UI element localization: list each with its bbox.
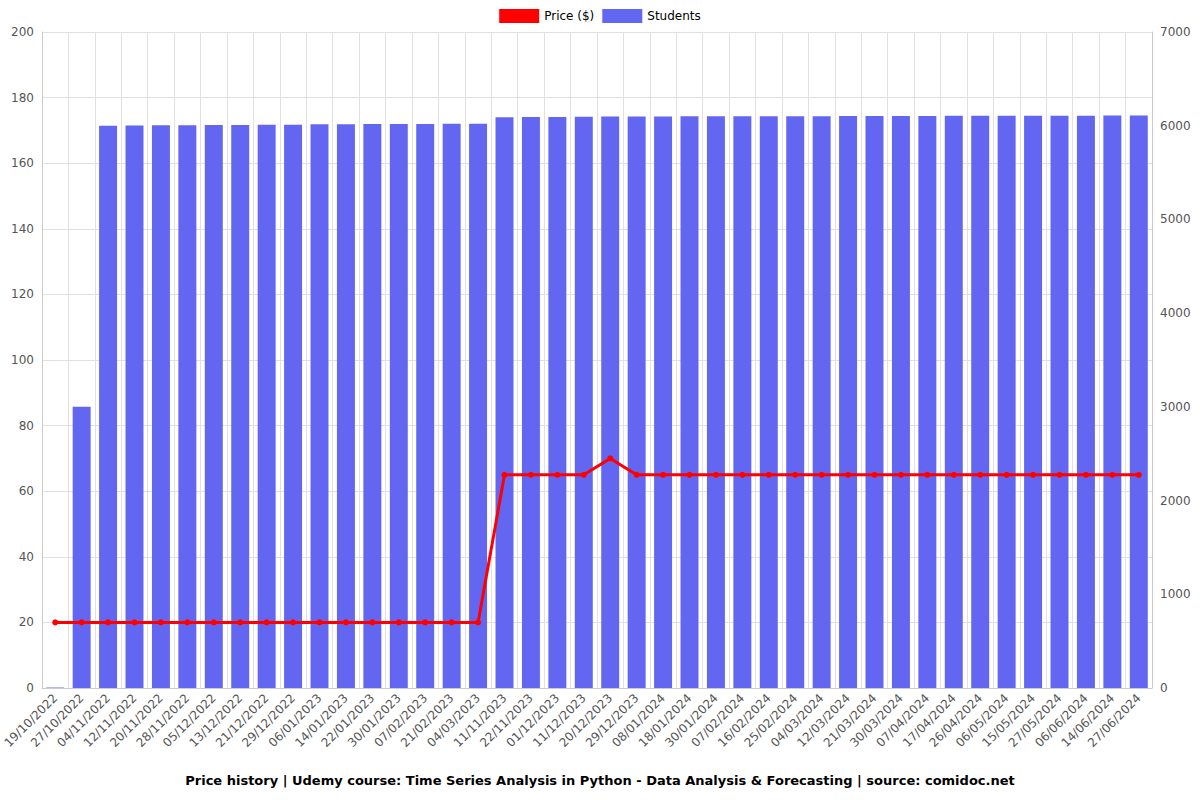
svg-text:17/04/2024: 17/04/2024 [900,691,959,750]
svg-text:180: 180 [11,91,34,105]
svg-text:12/03/2024: 12/03/2024 [794,691,853,750]
svg-text:60: 60 [19,484,34,498]
svg-text:11/11/2023: 11/11/2023 [450,691,510,750]
svg-text:21/02/2023: 21/02/2023 [397,691,457,750]
svg-text:0: 0 [26,681,34,695]
svg-text:30/01/2023: 30/01/2023 [345,691,404,750]
svg-text:15/05/2024: 15/05/2024 [979,691,1038,750]
svg-text:27/10/2022: 27/10/2022 [27,691,87,750]
svg-text:Price history | Udemy course:: Price history | Udemy course: Time Serie… [185,773,1015,788]
svg-text:40: 40 [19,550,34,564]
svg-text:07/04/2024: 07/04/2024 [873,691,933,750]
svg-text:20: 20 [19,615,34,629]
svg-text:20/11/2022: 20/11/2022 [107,691,166,750]
svg-text:16/02/2024: 16/02/2024 [715,691,774,750]
svg-text:25/02/2024: 25/02/2024 [741,691,801,750]
svg-text:05/12/2022: 05/12/2022 [160,691,219,750]
svg-text:06/05/2024: 06/05/2024 [952,691,1012,750]
svg-text:14/01/2023: 14/01/2023 [292,691,351,750]
svg-text:2000: 2000 [1160,494,1191,508]
svg-text:01/12/2023: 01/12/2023 [503,691,563,750]
svg-text:13/12/2022: 13/12/2022 [186,691,246,750]
svg-text:27/05/2024: 27/05/2024 [1005,691,1065,750]
svg-text:26/04/2024: 26/04/2024 [926,691,986,750]
svg-text:07/02/2023: 07/02/2023 [371,691,431,750]
svg-text:6000: 6000 [1160,119,1191,133]
svg-text:04/11/2022: 04/11/2022 [54,691,113,750]
svg-text:29/12/2022: 29/12/2022 [239,691,298,750]
svg-text:29/12/2023: 29/12/2023 [582,691,642,750]
svg-text:3000: 3000 [1160,400,1191,414]
svg-text:140: 140 [11,222,34,236]
svg-text:21/12/2022: 21/12/2022 [212,691,272,750]
svg-text:22/11/2023: 22/11/2023 [477,691,536,750]
svg-text:4000: 4000 [1160,306,1191,320]
svg-text:7000: 7000 [1160,25,1191,39]
svg-text:21/03/2024: 21/03/2024 [820,691,880,750]
svg-text:80: 80 [19,419,34,433]
svg-text:20/12/2023: 20/12/2023 [556,691,616,750]
svg-text:30/01/2024: 30/01/2024 [662,691,721,750]
svg-text:11/12/2023: 11/12/2023 [530,691,589,750]
svg-text:04/03/2024: 04/03/2024 [767,691,827,750]
svg-text:06/06/2024: 06/06/2024 [1032,691,1091,750]
svg-text:04/03/2023: 04/03/2023 [424,691,483,750]
svg-text:06/01/2023: 06/01/2023 [265,691,325,750]
svg-text:160: 160 [11,156,34,170]
svg-text:Students: Students [647,9,701,23]
svg-text:5000: 5000 [1160,212,1191,226]
svg-text:30/03/2024: 30/03/2024 [847,691,906,750]
svg-text:27/06/2024: 27/06/2024 [1085,691,1144,750]
svg-text:28/11/2022: 28/11/2022 [133,691,193,750]
svg-text:12/11/2022: 12/11/2022 [80,691,140,750]
svg-text:07/02/2024: 07/02/2024 [688,691,748,750]
svg-text:1000: 1000 [1160,587,1191,601]
svg-text:0: 0 [1160,681,1168,695]
svg-text:200: 200 [11,25,34,39]
svg-text:100: 100 [11,353,34,367]
svg-text:18/01/2024: 18/01/2024 [635,691,695,750]
svg-text:Price ($): Price ($) [544,9,594,23]
svg-text:14/06/2024: 14/06/2024 [1058,691,1118,750]
svg-text:19/10/2022: 19/10/2022 [1,691,61,750]
svg-text:08/01/2024: 08/01/2024 [609,691,668,750]
svg-text:120: 120 [11,287,34,301]
svg-text:22/01/2023: 22/01/2023 [318,691,378,750]
